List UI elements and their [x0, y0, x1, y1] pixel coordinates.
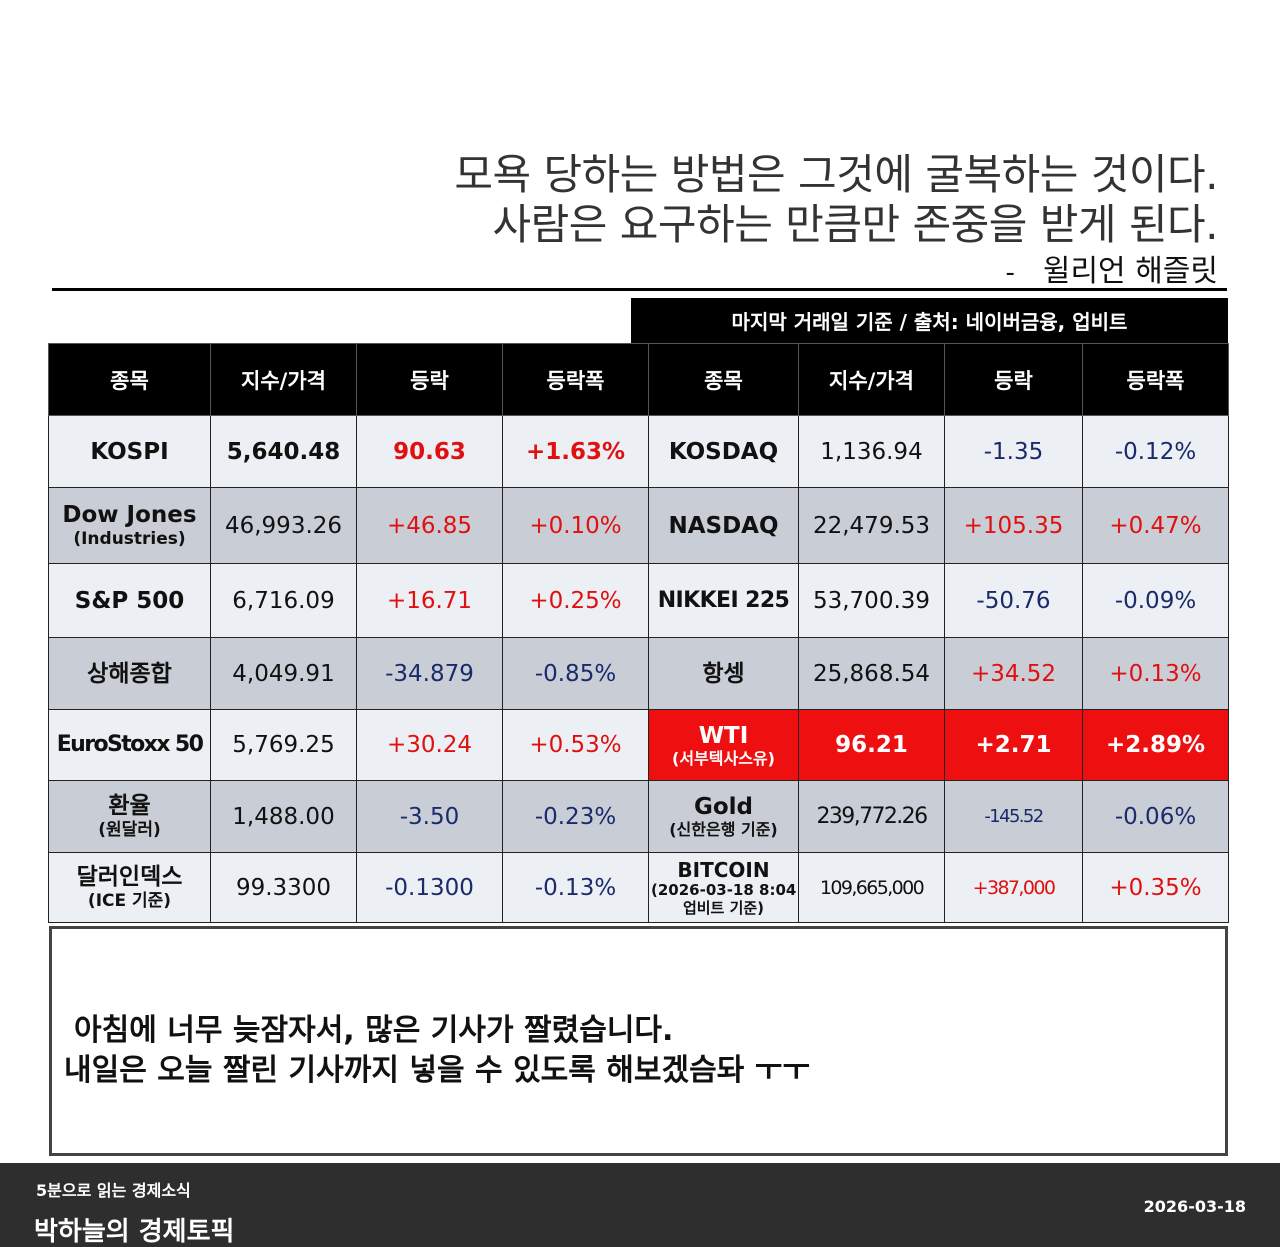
footer-series: 5분으로 읽는 경제소식	[36, 1181, 191, 1200]
row-4-right-sub: (서부텍사스유)	[672, 748, 775, 768]
quote-author: - 윌리언 해즐릿	[454, 250, 1218, 295]
header-name-right: 종목	[648, 343, 799, 416]
table-header-row: 종목 지수/가격 등락 등락폭 종목 지수/가격 등락 등락폭	[48, 343, 1229, 416]
quote-line-1: 모욕 당하는 방법은 그것에 굴복하는 것이다.	[454, 150, 1218, 199]
row-5-right-sub: (신한은행 기준)	[669, 820, 778, 839]
row-0-right-change: -1.35	[944, 415, 1083, 488]
row-0-right-price: 1,136.94	[798, 415, 945, 488]
row-0-left-change: 90.63	[356, 415, 503, 488]
header-price-right: 지수/가격	[798, 343, 945, 416]
row-4-right-change: +2.71	[944, 709, 1083, 781]
quote-block: 모욕 당하는 방법은 그것에 굴복하는 것이다. 사람은 요구하는 만큼만 존중…	[454, 150, 1218, 295]
row-4-right-name: WTI (서부텍사스유)	[648, 709, 799, 781]
row-6-left-name: 달러인덱스 (ICE 기준)	[48, 852, 211, 923]
table-row: Dow Jones (Industries) 46,993.26 +46.85 …	[48, 487, 1229, 564]
row-2-right-name: NIKKEI 225	[648, 563, 799, 638]
row-5-left-name: 환율 (원달러)	[48, 780, 211, 853]
row-0-left-price: 5,640.48	[210, 415, 357, 488]
row-2-left-name: S&P 500	[48, 563, 211, 638]
row-3-right-price: 25,868.54	[798, 637, 945, 710]
row-6-right-price: 109,665,000	[798, 852, 945, 923]
memo-line-2: 내일은 오늘 짤린 기사까지 넣을 수 있도록 해보겠슴돠 ㅜㅜ	[64, 1053, 810, 1088]
row-5-right-name: Gold (신한은행 기준)	[648, 780, 799, 853]
row-6-right-pct: +0.35%	[1082, 852, 1229, 923]
row-1-left-change: +46.85	[356, 487, 503, 564]
row-0-right-name: KOSDAQ	[648, 415, 799, 488]
row-4-right-pct: +2.89%	[1082, 709, 1229, 781]
row-5-right-pct: -0.06%	[1082, 780, 1229, 853]
row-5-right-price: 239,772.26	[798, 780, 945, 853]
header-name-left: 종목	[48, 343, 211, 416]
quote-line-2: 사람은 요구하는 만큼만 존중을 받게 된다.	[492, 200, 1219, 249]
row-2-right-pct: -0.09%	[1082, 563, 1229, 638]
row-6-right-sub2: 업비트 기준)	[682, 898, 765, 917]
table-row: S&P 500 6,716.09 +16.71 +0.25% NIKKEI 22…	[48, 563, 1229, 638]
header-change-right: 등락	[944, 343, 1083, 416]
row-4-left-price: 5,769.25	[210, 709, 357, 781]
row-0-right-pct: -0.12%	[1082, 415, 1229, 488]
header-change-left: 등락	[356, 343, 503, 416]
row-6-left-price: 99.3300	[210, 852, 357, 923]
row-0-left-pct: +1.63%	[502, 415, 649, 488]
row-4-left-change: +30.24	[356, 709, 503, 781]
divider-rule	[52, 288, 1227, 291]
row-1-left-price: 46,993.26	[210, 487, 357, 564]
row-3-right-name: 항셍	[648, 637, 799, 710]
row-5-left-price: 1,488.00	[210, 780, 357, 853]
row-5-right-change: -145.52	[944, 780, 1083, 853]
row-1-right-name: NASDAQ	[648, 487, 799, 564]
footer-brand: 박하늘의 경제토픽	[34, 1217, 235, 1247]
quote-author-name: 윌리언 해즐릿	[1042, 254, 1218, 289]
row-2-right-price: 53,700.39	[798, 563, 945, 638]
market-table: 종목 지수/가격 등락 등락폭 종목 지수/가격 등락 등락폭 KOSPI 5,…	[48, 343, 1229, 923]
source-label: 마지막 거래일 기준 / 출처: 네이버금융, 업비트	[631, 298, 1228, 343]
table-row: 달러인덱스 (ICE 기준) 99.3300 -0.1300 -0.13% BI…	[48, 852, 1229, 923]
row-4-left-pct: +0.53%	[502, 709, 649, 781]
table-row: EuroStoxx 50 5,769.25 +30.24 +0.53% WTI …	[48, 709, 1229, 781]
table-row: 환율 (원달러) 1,488.00 -3.50 -0.23% Gold (신한은…	[48, 780, 1229, 853]
row-3-left-name: 상해종합	[48, 637, 211, 710]
row-6-right-change: +387,000	[944, 852, 1083, 923]
header-pct-left: 등락폭	[502, 343, 649, 416]
row-6-right-sub: (2026-03-18 8:04	[651, 880, 797, 899]
row-1-right-price: 22,479.53	[798, 487, 945, 564]
quote-dash: -	[1005, 258, 1015, 288]
row-3-left-pct: -0.85%	[502, 637, 649, 710]
row-2-right-change: -50.76	[944, 563, 1083, 638]
header-price-left: 지수/가격	[210, 343, 357, 416]
row-1-left-sub: (Industries)	[73, 528, 186, 549]
row-6-left-change: -0.1300	[356, 852, 503, 923]
row-6-left-pct: -0.13%	[502, 852, 649, 923]
footer-bar: 5분으로 읽는 경제소식 박하늘의 경제토픽 2026-03-18	[0, 1163, 1280, 1247]
row-1-right-pct: +0.47%	[1082, 487, 1229, 564]
table-row: KOSPI 5,640.48 90.63 +1.63% KOSDAQ 1,136…	[48, 415, 1229, 488]
row-6-left-sub: (ICE 기준)	[87, 890, 172, 911]
row-4-right-price: 96.21	[798, 709, 945, 781]
row-3-left-change: -34.879	[356, 637, 503, 710]
row-5-left-pct: -0.23%	[502, 780, 649, 853]
memo-line-1: 아침에 너무 늦잠자서, 많은 기사가 짤렸습니다.	[74, 1013, 674, 1048]
row-3-right-pct: +0.13%	[1082, 637, 1229, 710]
row-6-right-name: BITCOIN (2026-03-18 8:04 업비트 기준)	[648, 852, 799, 923]
row-1-left-pct: +0.10%	[502, 487, 649, 564]
row-3-right-change: +34.52	[944, 637, 1083, 710]
row-1-left-name: Dow Jones (Industries)	[48, 487, 211, 564]
row-2-left-price: 6,716.09	[210, 563, 357, 638]
table-row: 상해종합 4,049.91 -34.879 -0.85% 항셍 25,868.5…	[48, 637, 1229, 710]
row-3-left-price: 4,049.91	[210, 637, 357, 710]
row-0-left-name: KOSPI	[48, 415, 211, 488]
row-1-right-change: +105.35	[944, 487, 1083, 564]
row-4-left-name: EuroStoxx 50	[48, 709, 211, 781]
row-2-left-change: +16.71	[356, 563, 503, 638]
header-pct-right: 등락폭	[1082, 343, 1229, 416]
row-5-left-change: -3.50	[356, 780, 503, 853]
row-5-left-sub: (원달러)	[98, 819, 161, 840]
memo-box: 아침에 너무 늦잠자서, 많은 기사가 짤렸습니다. 내일은 오늘 짤린 기사까…	[49, 926, 1228, 1156]
row-2-left-pct: +0.25%	[502, 563, 649, 638]
footer-date: 2026-03-18	[1143, 1197, 1246, 1216]
